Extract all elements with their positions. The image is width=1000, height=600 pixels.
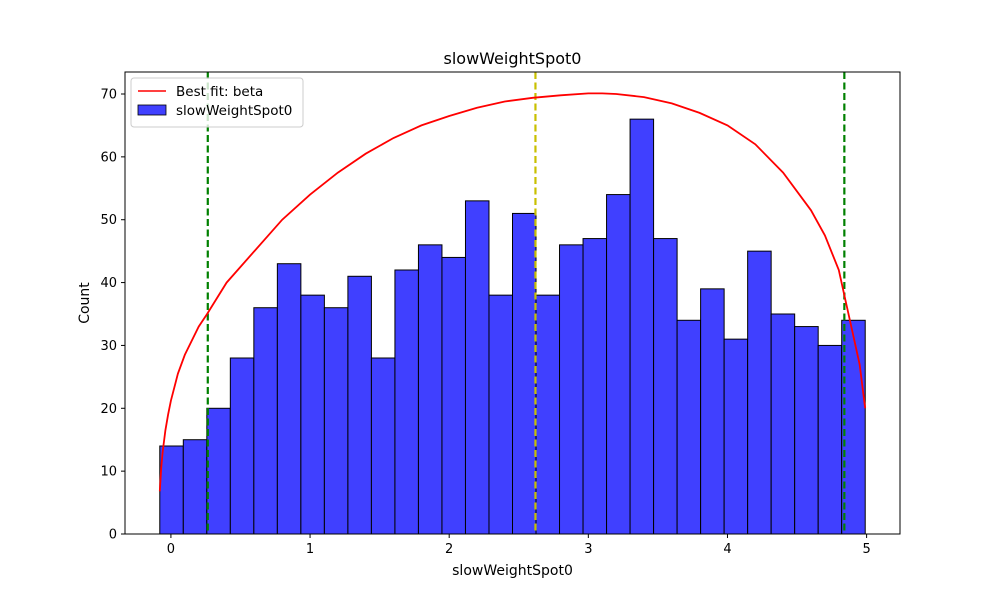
vlines-layer (206, 72, 846, 534)
histogram-bar (347, 275, 372, 535)
bars-layer (159, 118, 866, 535)
x-tick-label: 1 (306, 542, 314, 557)
histogram-bar (676, 319, 702, 535)
x-axis-label: slowWeightSpot0 (452, 563, 573, 579)
x-ticks: 0 1 2 3 4 5 (167, 534, 871, 557)
histogram-bar (488, 294, 513, 535)
plot-frame (124, 71, 901, 535)
x-tick-label: 3 (584, 542, 592, 557)
histogram-bar (817, 344, 843, 535)
y-tick-label: 50 (100, 213, 117, 228)
histogram-bar (394, 269, 419, 535)
y-tick-label: 20 (100, 402, 117, 417)
histogram-bar (441, 256, 466, 535)
y-tick-label: 30 (100, 339, 117, 354)
chart-title: slowWeightSpot0 (444, 49, 582, 68)
histogram-bar (629, 118, 655, 535)
histogram-bar (841, 319, 866, 535)
x-tick-label: 2 (445, 542, 453, 557)
legend: Best fit: beta slowWeightSpot0 (130, 77, 304, 128)
x-tick-label: 0 (167, 542, 175, 557)
x-tick-label: 4 (723, 542, 731, 557)
histogram-bar (653, 238, 678, 535)
histogram-bar (535, 294, 561, 535)
legend-box (130, 77, 304, 128)
histogram-bar (323, 307, 349, 535)
histogram-bar (229, 357, 255, 535)
fit-curve (158, 92, 867, 492)
y-tick-label: 10 (100, 465, 117, 480)
histogram-bar (417, 244, 443, 535)
histogram-bar (747, 250, 772, 535)
histogram-bar (582, 238, 608, 535)
histogram-bar (606, 194, 631, 535)
histogram-bar (512, 212, 537, 535)
y-tick-label: 0 (109, 528, 117, 543)
histogram-bar (723, 338, 749, 535)
histogram-bar (300, 294, 325, 535)
histogram-bar (206, 407, 231, 535)
legend-label-fit: Best fit: beta (176, 84, 263, 100)
histogram-bar (370, 357, 396, 535)
histogram-bar (770, 313, 796, 535)
y-tick-label: 60 (100, 150, 117, 165)
y-tick-label: 40 (100, 276, 117, 291)
histogram-bar (159, 445, 184, 535)
legend-bar-swatch (137, 104, 167, 116)
histogram-bar (559, 244, 584, 535)
x-tick-label: 5 (862, 542, 870, 557)
histogram-bar (253, 307, 278, 535)
legend-label-histogram: slowWeightSpot0 (176, 103, 292, 119)
y-ticks: 0 10 20 30 40 50 60 70 (100, 88, 125, 543)
histogram-bar (276, 263, 302, 535)
histogram-bar (182, 439, 208, 535)
y-tick-label: 70 (100, 88, 117, 103)
histogram-bar (794, 326, 819, 535)
histogram-bar (464, 200, 490, 535)
curve-layer (158, 92, 867, 492)
histogram-bar (700, 288, 725, 535)
y-axis-label: Count (77, 282, 93, 324)
